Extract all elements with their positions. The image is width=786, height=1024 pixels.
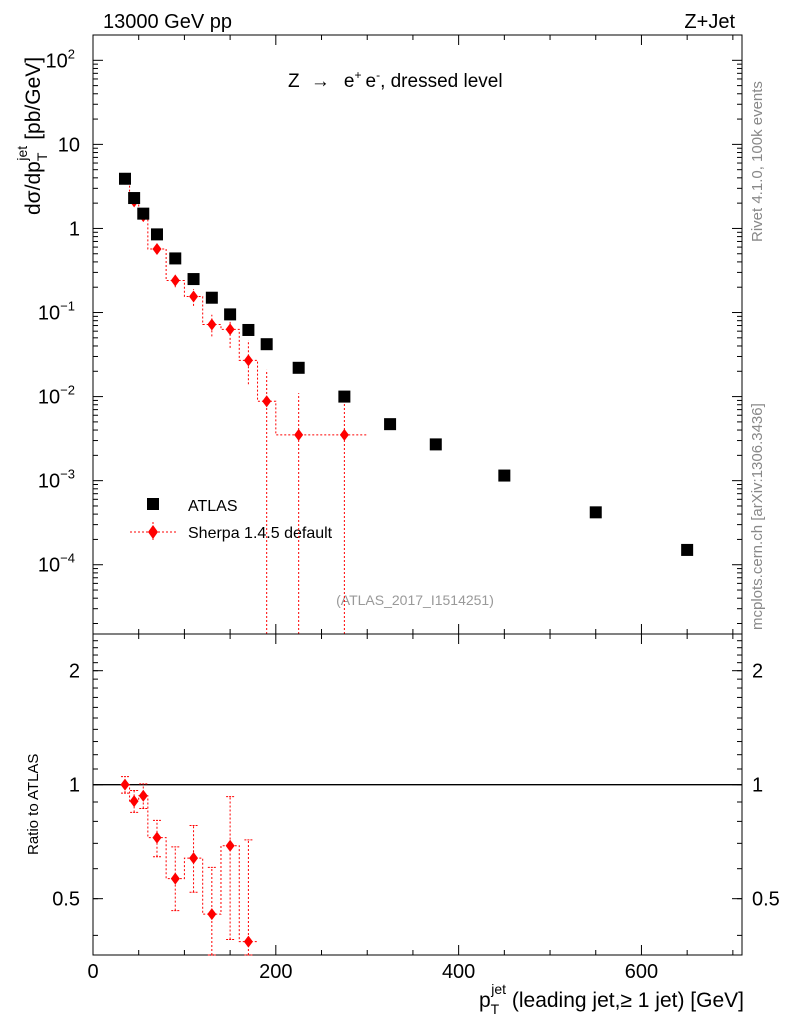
atlas-point <box>224 308 237 321</box>
xaxis-label: pTjet (leading jet,≥ 1 jet) [GeV] <box>479 981 744 1017</box>
main-ytick-label: 10 <box>58 134 80 156</box>
mc-point <box>339 428 349 441</box>
ratio-ytick-label-right: 1 <box>752 775 763 797</box>
ratio-ytick-label: 1 <box>69 775 80 797</box>
atlas-point <box>681 543 694 556</box>
atlas-point <box>169 252 182 265</box>
ratio-ytick-label: 0.5 <box>52 889 80 911</box>
ratio-point <box>152 831 162 844</box>
ratio-panel: 2 2 1 1 0.5 0.5 0 200 400 600 <box>52 633 780 983</box>
xtick-label: 400 <box>442 961 475 983</box>
ratio-ylabel: Ratio to ATLAS <box>25 754 42 855</box>
main-panel: 102 10 1 10−1 10−2 10−3 10−4 <box>38 34 743 635</box>
ratio-ytick-label-right: 0.5 <box>752 889 780 911</box>
header-left: 13000 GeV pp <box>103 11 232 33</box>
xtick-label: 0 <box>87 961 98 983</box>
atlas-point <box>187 273 200 286</box>
legend-marker-sherpa <box>148 525 158 539</box>
mc-line <box>120 178 368 436</box>
legend-marker-atlas <box>147 498 159 510</box>
main-frame <box>92 34 743 635</box>
atlas-point <box>498 469 511 482</box>
ratio-point <box>170 872 180 885</box>
ratio-point <box>120 778 130 791</box>
xtick-label: 600 <box>625 961 658 983</box>
legend: ATLAS Sherpa 1.4.5 default <box>130 498 333 542</box>
ratio-frame <box>92 633 743 956</box>
legend-label-sherpa: Sherpa 1.4.5 default <box>188 525 333 542</box>
analysis-watermark: (ATLAS_2017_I1514251) <box>336 592 494 608</box>
legend-label-atlas: ATLAS <box>188 498 238 515</box>
atlas-point <box>338 390 351 403</box>
atlas-point <box>118 172 131 185</box>
ratio-point <box>207 908 217 921</box>
mc-point <box>207 318 217 331</box>
main-ytick-label: 10−2 <box>38 383 75 409</box>
mc-point <box>170 274 180 287</box>
mc-point <box>152 242 162 255</box>
atlas-point <box>384 418 397 431</box>
ratio-ytick-label: 2 <box>69 661 80 683</box>
atlas-point <box>242 323 255 336</box>
rivet-info: Rivet 4.1.0, 100k events <box>749 81 766 242</box>
ratio-point <box>243 935 253 948</box>
mcplots-info: mcplots.cern.ch [arXiv:1306.3436] <box>749 403 766 630</box>
ratio-ytick-label-right: 2 <box>752 661 763 683</box>
ratio-point <box>225 839 235 852</box>
mc-point <box>262 395 272 408</box>
ratio-point <box>138 789 148 802</box>
atlas-point <box>589 506 602 519</box>
ratio-point <box>129 795 139 808</box>
atlas-point <box>205 291 218 304</box>
plot-title: Z → e+ e-, dressed level <box>288 68 503 92</box>
main-ylabel: dσ/dpTjet[pb/GeV] <box>14 57 50 215</box>
header-right: Z+Jet <box>684 11 735 33</box>
atlas-point <box>429 438 442 451</box>
xtick-label: 200 <box>259 961 292 983</box>
mc-point <box>189 290 199 303</box>
atlas-point <box>150 228 163 241</box>
ratio-point <box>189 852 199 865</box>
mc-point <box>225 323 235 336</box>
main-ytick-label: 1 <box>69 218 80 240</box>
atlas-point <box>137 207 150 220</box>
mc-point <box>294 428 304 441</box>
atlas-point <box>260 338 273 351</box>
mc-point <box>243 354 253 367</box>
main-ytick-label: 10−1 <box>38 299 75 325</box>
main-ytick-label: 102 <box>46 46 75 72</box>
main-ytick-label: 10−4 <box>38 551 75 577</box>
atlas-point <box>128 192 141 205</box>
main-ytick-label: 10−3 <box>38 467 75 493</box>
atlas-point <box>292 361 305 374</box>
